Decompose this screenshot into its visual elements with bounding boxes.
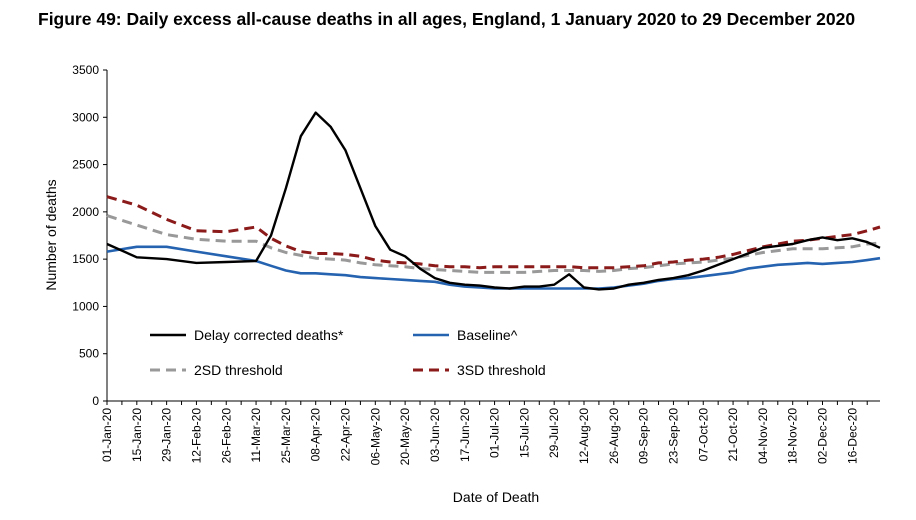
y-tick-label: 2000: [72, 205, 99, 219]
legend-label: 2SD threshold: [194, 362, 283, 378]
x-tick-label: 20-May-20: [398, 408, 412, 466]
x-tick-label: 17-Jun-20: [458, 408, 472, 462]
x-tick-label: 09-Sep-20: [637, 408, 651, 464]
x-tick-label: 26-Feb-20: [219, 408, 233, 464]
x-tick-label: 29-Jul-20: [547, 408, 561, 458]
x-tick-label: 01-Jan-20: [100, 408, 114, 462]
x-tick-label: 22-Apr-20: [339, 408, 353, 462]
x-tick-label: 25-Mar-20: [279, 408, 293, 464]
y-tick-label: 3000: [72, 110, 99, 124]
x-tick-label: 01-Jul-20: [488, 408, 502, 458]
x-tick-label: 21-Oct-20: [726, 408, 740, 462]
x-tick-label: 12-Aug-20: [577, 408, 591, 464]
x-tick-label: 06-May-20: [368, 408, 382, 466]
x-axis-title: Date of Death: [453, 489, 539, 505]
legend-label: Baseline^: [457, 327, 518, 343]
series-line-2: [106, 214, 881, 274]
x-tick-label: 03-Jun-20: [428, 408, 442, 462]
x-tick-label: 08-Apr-20: [309, 408, 323, 462]
y-tick-label: 3500: [72, 63, 99, 77]
chart-axes: 0 500 1000 1500 2000 2500 3000 3500 01-Jan-20 15-…: [72, 63, 880, 465]
x-tick-label: 15-Jan-20: [130, 408, 144, 462]
series-line-1: [106, 245, 881, 290]
y-tick-label: 500: [79, 347, 99, 361]
legend-label: 3SD threshold: [457, 362, 546, 378]
y-tick-label: 0: [92, 394, 99, 408]
x-tick-label: 16-Dec-20: [845, 408, 859, 464]
x-tick-label: 29-Jan-20: [160, 408, 174, 462]
chart-legend: Delay corrected deaths* Baseline^ 2SD thre…: [150, 327, 546, 378]
chart-title: Figure 49: Daily excess all-cause deaths…: [38, 9, 856, 29]
x-tick-label: 26-Aug-20: [607, 408, 621, 464]
series-line-0: [106, 111, 881, 291]
y-tick-label: 2500: [72, 158, 99, 172]
x-tick-label: 07-Oct-20: [696, 408, 710, 462]
x-tick-label: 15-Jul-20: [517, 408, 531, 458]
x-tick-label: 23-Sep-20: [666, 408, 680, 464]
legend-label: Delay corrected deaths*: [194, 327, 344, 343]
x-tick-label: 18-Nov-20: [786, 408, 800, 464]
y-axis-title: Number of deaths: [43, 179, 59, 290]
x-tick-label: 12-Feb-20: [189, 408, 203, 464]
x-tick-label: 02-Dec-20: [816, 408, 830, 464]
y-tick-label: 1500: [72, 252, 99, 266]
x-tick-label: 04-Nov-20: [756, 408, 770, 464]
y-tick-label: 1000: [72, 299, 99, 313]
chart-series: [106, 111, 881, 291]
x-tick-label: 11-Mar-20: [249, 408, 263, 463]
